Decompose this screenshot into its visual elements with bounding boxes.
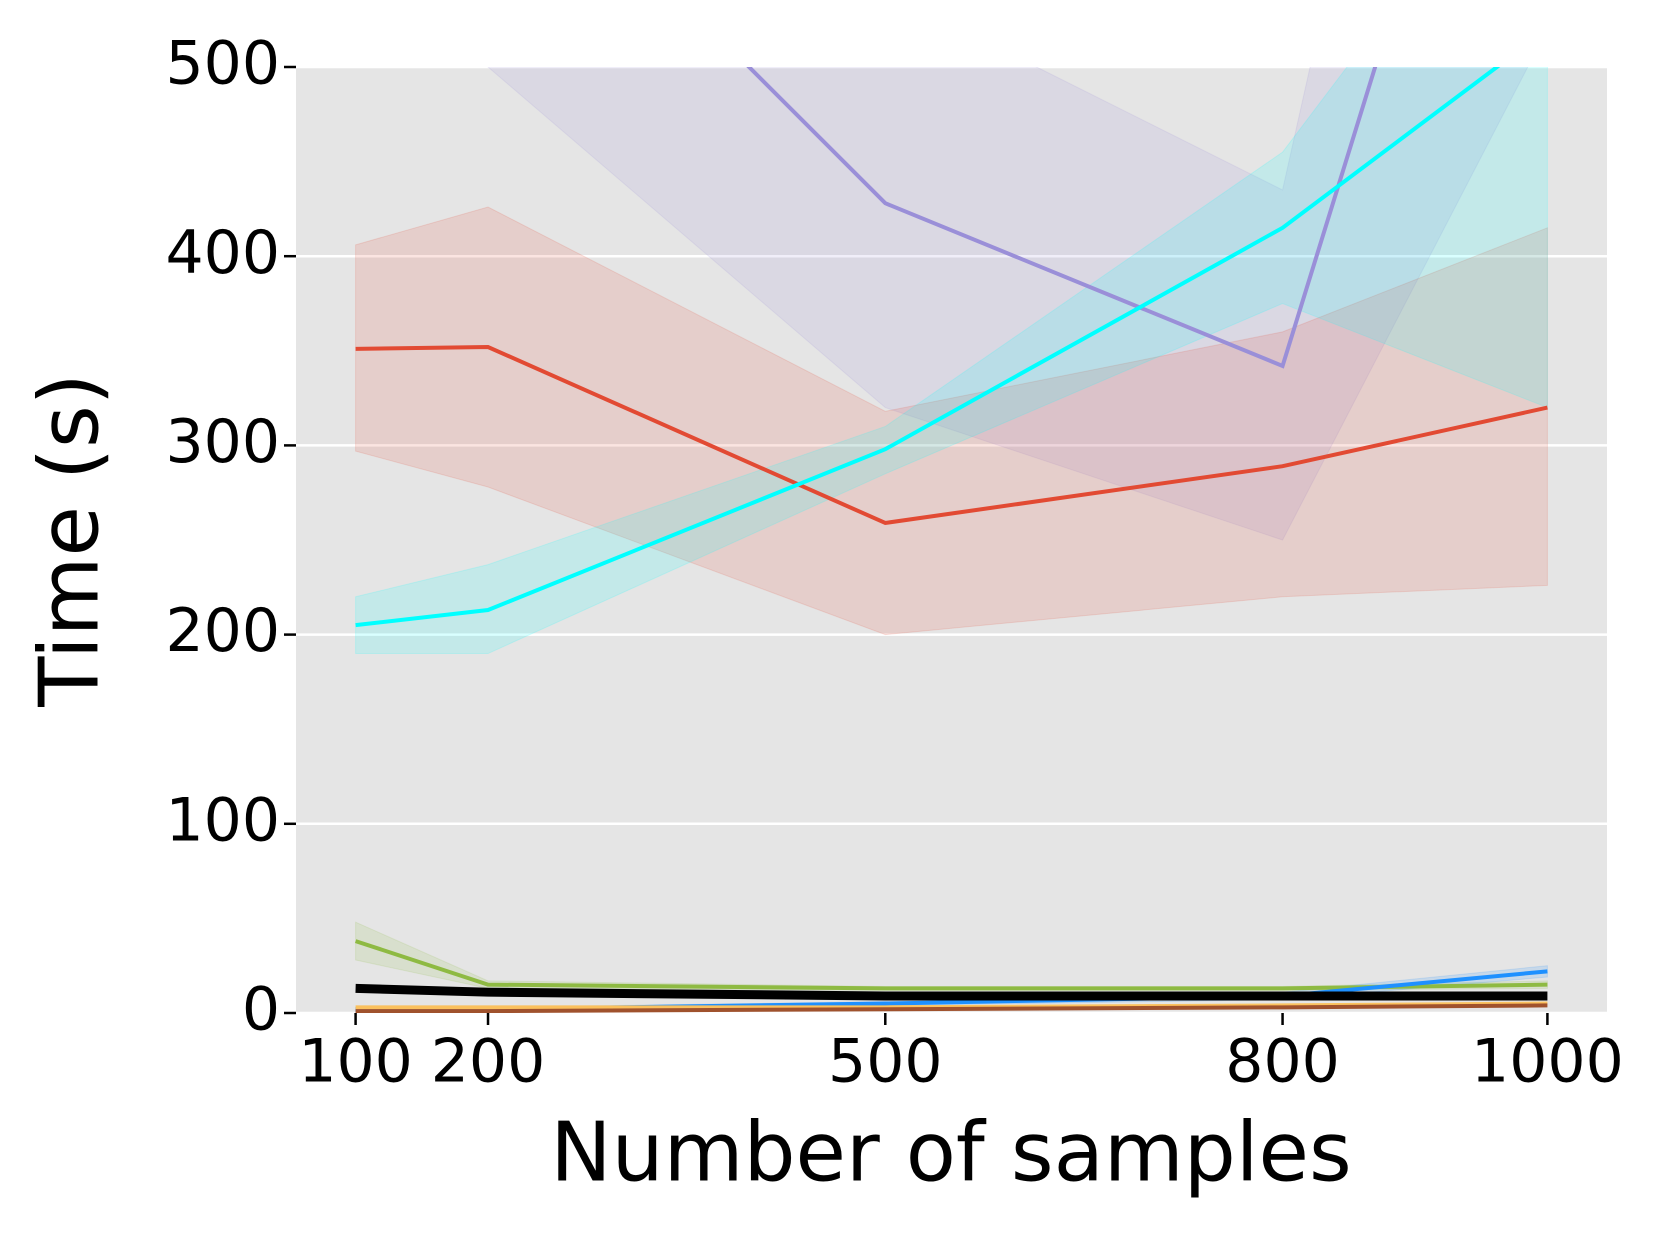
y-tick-label: 300 xyxy=(165,407,280,477)
lines xyxy=(354,67,1548,1013)
series-line xyxy=(355,67,1501,628)
bands xyxy=(355,67,1548,1012)
y-tick-label: 400 xyxy=(165,218,280,288)
x-tick-label: 200 xyxy=(431,1027,546,1097)
error-band xyxy=(355,67,1548,655)
axes: 0 100 200 300 400 500 100 200 500 800 1000 xyxy=(165,29,1623,1097)
y-tick-label: 0 xyxy=(242,975,280,1045)
grid xyxy=(296,65,1607,1015)
x-tick-label: 500 xyxy=(828,1027,943,1097)
y-axis-label: Time (s) xyxy=(22,373,117,707)
x-axis-label: Number of samples xyxy=(550,1105,1351,1200)
y-tick-label: 500 xyxy=(165,29,280,99)
series-line xyxy=(355,983,1548,1001)
x-tick-label: 100 xyxy=(298,1027,413,1097)
series-line xyxy=(355,1003,1548,1013)
series-line xyxy=(355,345,1548,526)
x-tick-label: 1000 xyxy=(1471,1027,1624,1097)
series-line xyxy=(746,67,1378,369)
error-band xyxy=(355,206,1548,636)
y-tick-label: 100 xyxy=(165,785,280,855)
error-band xyxy=(487,67,1529,541)
y-tick-label: 200 xyxy=(165,596,280,666)
plot-background xyxy=(296,67,1607,1013)
x-tick-label: 800 xyxy=(1225,1027,1340,1097)
